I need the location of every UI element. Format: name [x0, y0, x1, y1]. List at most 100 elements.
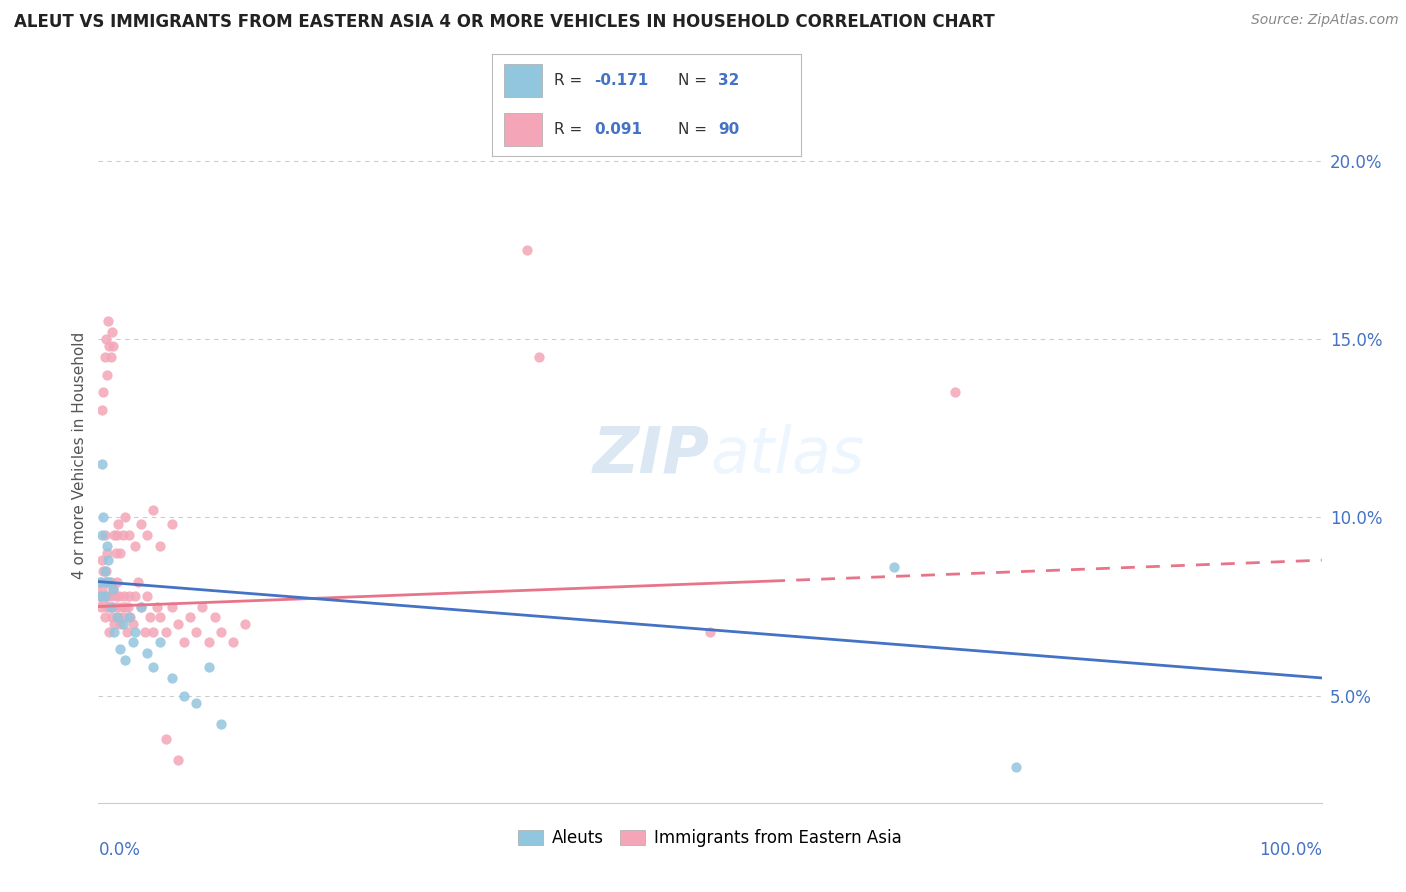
- Point: [100, 599, 122, 614]
- Point: [97, 574, 120, 589]
- Point: [91, 596, 114, 610]
- Point: [101, 610, 124, 624]
- Point: [160, 517, 183, 532]
- Point: [209, 624, 232, 639]
- Text: N =: N =: [678, 72, 711, 87]
- Point: [117, 599, 139, 614]
- Point: [111, 599, 134, 614]
- Point: [90, 589, 112, 603]
- Point: [110, 546, 132, 560]
- Point: [197, 635, 219, 649]
- Point: [111, 610, 134, 624]
- Point: [100, 350, 122, 364]
- Point: [89, 574, 111, 589]
- Point: [160, 599, 183, 614]
- Y-axis label: 4 or more Vehicles in Household: 4 or more Vehicles in Household: [72, 331, 87, 579]
- Point: [121, 617, 143, 632]
- Point: [167, 753, 190, 767]
- Point: [1004, 760, 1026, 774]
- Point: [186, 696, 208, 710]
- Point: [97, 314, 120, 328]
- Point: [91, 403, 114, 417]
- Point: [93, 610, 115, 624]
- Point: [105, 610, 128, 624]
- Point: [98, 624, 121, 639]
- Point: [129, 599, 152, 614]
- Point: [91, 564, 114, 578]
- Point: [179, 610, 201, 624]
- Point: [101, 325, 124, 339]
- Point: [124, 589, 146, 603]
- Point: [93, 564, 115, 578]
- Point: [98, 574, 121, 589]
- Point: [90, 574, 112, 589]
- Point: [111, 617, 134, 632]
- Point: [883, 560, 905, 574]
- Point: [94, 589, 117, 603]
- Point: [120, 610, 142, 624]
- Point: [233, 617, 256, 632]
- Point: [103, 528, 125, 542]
- Point: [107, 610, 129, 624]
- Point: [149, 539, 172, 553]
- Text: N =: N =: [678, 122, 711, 137]
- Point: [107, 517, 129, 532]
- Text: 90: 90: [718, 122, 740, 137]
- Point: [173, 689, 195, 703]
- Point: [94, 574, 117, 589]
- FancyBboxPatch shape: [505, 64, 541, 96]
- Point: [89, 589, 111, 603]
- Point: [115, 624, 138, 639]
- Text: Source: ZipAtlas.com: Source: ZipAtlas.com: [1251, 13, 1399, 28]
- Text: 32: 32: [718, 72, 740, 87]
- Point: [136, 589, 159, 603]
- Point: [142, 503, 165, 517]
- Point: [197, 660, 219, 674]
- Point: [118, 528, 141, 542]
- Point: [155, 731, 177, 746]
- Point: [114, 510, 136, 524]
- Point: [91, 457, 114, 471]
- Point: [105, 528, 128, 542]
- Point: [111, 528, 134, 542]
- Point: [186, 624, 208, 639]
- Point: [96, 539, 118, 553]
- Point: [101, 582, 124, 596]
- Point: [108, 589, 131, 603]
- Point: [209, 717, 232, 731]
- Point: [142, 624, 165, 639]
- Point: [101, 582, 124, 596]
- Point: [98, 599, 121, 614]
- Point: [114, 653, 136, 667]
- Point: [104, 589, 127, 603]
- Point: [121, 635, 143, 649]
- Point: [103, 624, 125, 639]
- Point: [118, 589, 141, 603]
- Point: [146, 599, 169, 614]
- Point: [104, 546, 127, 560]
- Point: [101, 339, 124, 353]
- Point: [90, 599, 112, 614]
- Point: [110, 617, 132, 632]
- Point: [91, 582, 114, 596]
- Point: [96, 599, 118, 614]
- Point: [149, 610, 172, 624]
- Point: [94, 564, 117, 578]
- Point: [103, 617, 125, 632]
- Point: [105, 574, 128, 589]
- Point: [93, 574, 115, 589]
- Point: [91, 553, 114, 567]
- Point: [139, 610, 162, 624]
- Point: [155, 624, 177, 639]
- Point: [129, 517, 152, 532]
- Text: 0.0%: 0.0%: [98, 841, 141, 859]
- Text: R =: R =: [554, 122, 588, 137]
- Point: [943, 385, 966, 400]
- Point: [204, 610, 226, 624]
- Point: [100, 574, 122, 589]
- Point: [91, 528, 114, 542]
- Point: [105, 599, 128, 614]
- Point: [100, 589, 122, 603]
- Point: [94, 332, 117, 346]
- Point: [97, 553, 120, 567]
